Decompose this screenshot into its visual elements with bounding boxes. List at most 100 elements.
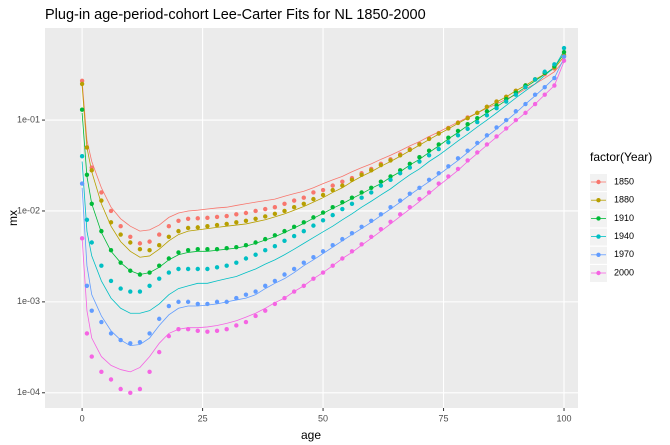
data-point: [446, 135, 451, 140]
data-point: [89, 308, 94, 313]
data-point: [99, 263, 104, 268]
data-point: [330, 187, 335, 193]
data-point: [176, 228, 181, 234]
data-point: [378, 179, 384, 184]
data-point: [195, 266, 200, 272]
data-point: [340, 179, 345, 184]
data-point: [340, 256, 345, 261]
fit-line: [81, 56, 565, 258]
data-point: [282, 208, 287, 214]
data-point: [157, 263, 162, 268]
data-point: [84, 283, 90, 289]
data-point: [128, 289, 133, 294]
data-point: [147, 239, 152, 244]
data-point: [291, 205, 297, 210]
data-point: [205, 223, 210, 229]
data-point: [494, 99, 499, 104]
data-point: [426, 136, 432, 142]
data-point: [436, 131, 441, 136]
data-point: [465, 115, 470, 121]
data-point: [118, 232, 123, 237]
data-point: [89, 240, 94, 245]
data-point: [311, 276, 316, 281]
data-point: [503, 99, 509, 104]
data-point: [561, 49, 567, 55]
data-point: [349, 201, 355, 206]
data-point: [503, 126, 509, 131]
fit-line: [81, 53, 565, 275]
data-point: [552, 83, 557, 88]
data-point: [561, 54, 567, 59]
data-point: [195, 216, 200, 221]
data-point: [253, 240, 258, 245]
data-point: [311, 196, 316, 202]
data-point: [195, 301, 200, 307]
legend-label: 2000: [614, 267, 634, 277]
data-point: [84, 217, 90, 222]
fit-line: [81, 50, 565, 314]
data-point: [320, 218, 326, 223]
legend-point: [596, 234, 601, 239]
data-point: [272, 233, 278, 238]
data-point: [137, 241, 143, 246]
data-point: [320, 249, 326, 254]
data-point: [128, 268, 133, 273]
data-point: [214, 214, 220, 220]
data-point: [79, 78, 85, 84]
data-point: [369, 168, 374, 173]
data-point: [214, 299, 220, 305]
data-point: [552, 75, 557, 81]
data-point: [484, 133, 490, 138]
data-point: [224, 245, 229, 251]
data-point: [330, 183, 335, 188]
data-point: [291, 233, 297, 239]
data-point: [253, 208, 258, 214]
data-point: [205, 329, 210, 334]
data-point: [359, 224, 364, 229]
data-point: [475, 150, 480, 155]
data-point: [311, 223, 316, 228]
data-point: [89, 168, 94, 173]
data-point: [205, 246, 210, 252]
data-point: [84, 331, 90, 336]
data-point: [263, 236, 268, 242]
data-point: [99, 228, 104, 234]
data-point: [388, 205, 393, 210]
data-point: [475, 115, 480, 121]
data-point: [407, 191, 413, 196]
data-point: [330, 263, 335, 268]
y-tick-label: 1e-02: [17, 205, 40, 215]
data-point: [243, 218, 249, 223]
data-point: [185, 266, 191, 272]
data-point: [436, 142, 441, 147]
data-point: [532, 77, 538, 82]
data-point: [484, 113, 490, 118]
data-point: [272, 243, 278, 249]
data-point: [234, 323, 239, 328]
data-point: [166, 223, 172, 229]
data-point: [369, 218, 374, 223]
data-point: [128, 234, 133, 239]
data-point: [455, 128, 461, 134]
data-point: [224, 213, 229, 219]
data-point: [234, 260, 239, 265]
data-point: [291, 266, 297, 272]
data-point: [340, 236, 345, 242]
data-point: [378, 227, 384, 232]
data-point: [455, 120, 461, 126]
data-point: [272, 205, 278, 210]
data-point: [455, 156, 461, 161]
y-tick-label: 1e-03: [17, 296, 40, 306]
data-point: [397, 171, 403, 176]
data-point: [99, 190, 104, 195]
data-point: [446, 140, 451, 145]
data-point: [234, 212, 239, 217]
data-point: [282, 272, 287, 277]
legend-label: 1910: [614, 213, 634, 223]
data-point: [340, 206, 345, 212]
data-point: [388, 174, 393, 179]
data-point: [465, 122, 470, 127]
data-point: [176, 299, 181, 305]
data-point: [118, 260, 123, 265]
data-point: [253, 216, 258, 222]
